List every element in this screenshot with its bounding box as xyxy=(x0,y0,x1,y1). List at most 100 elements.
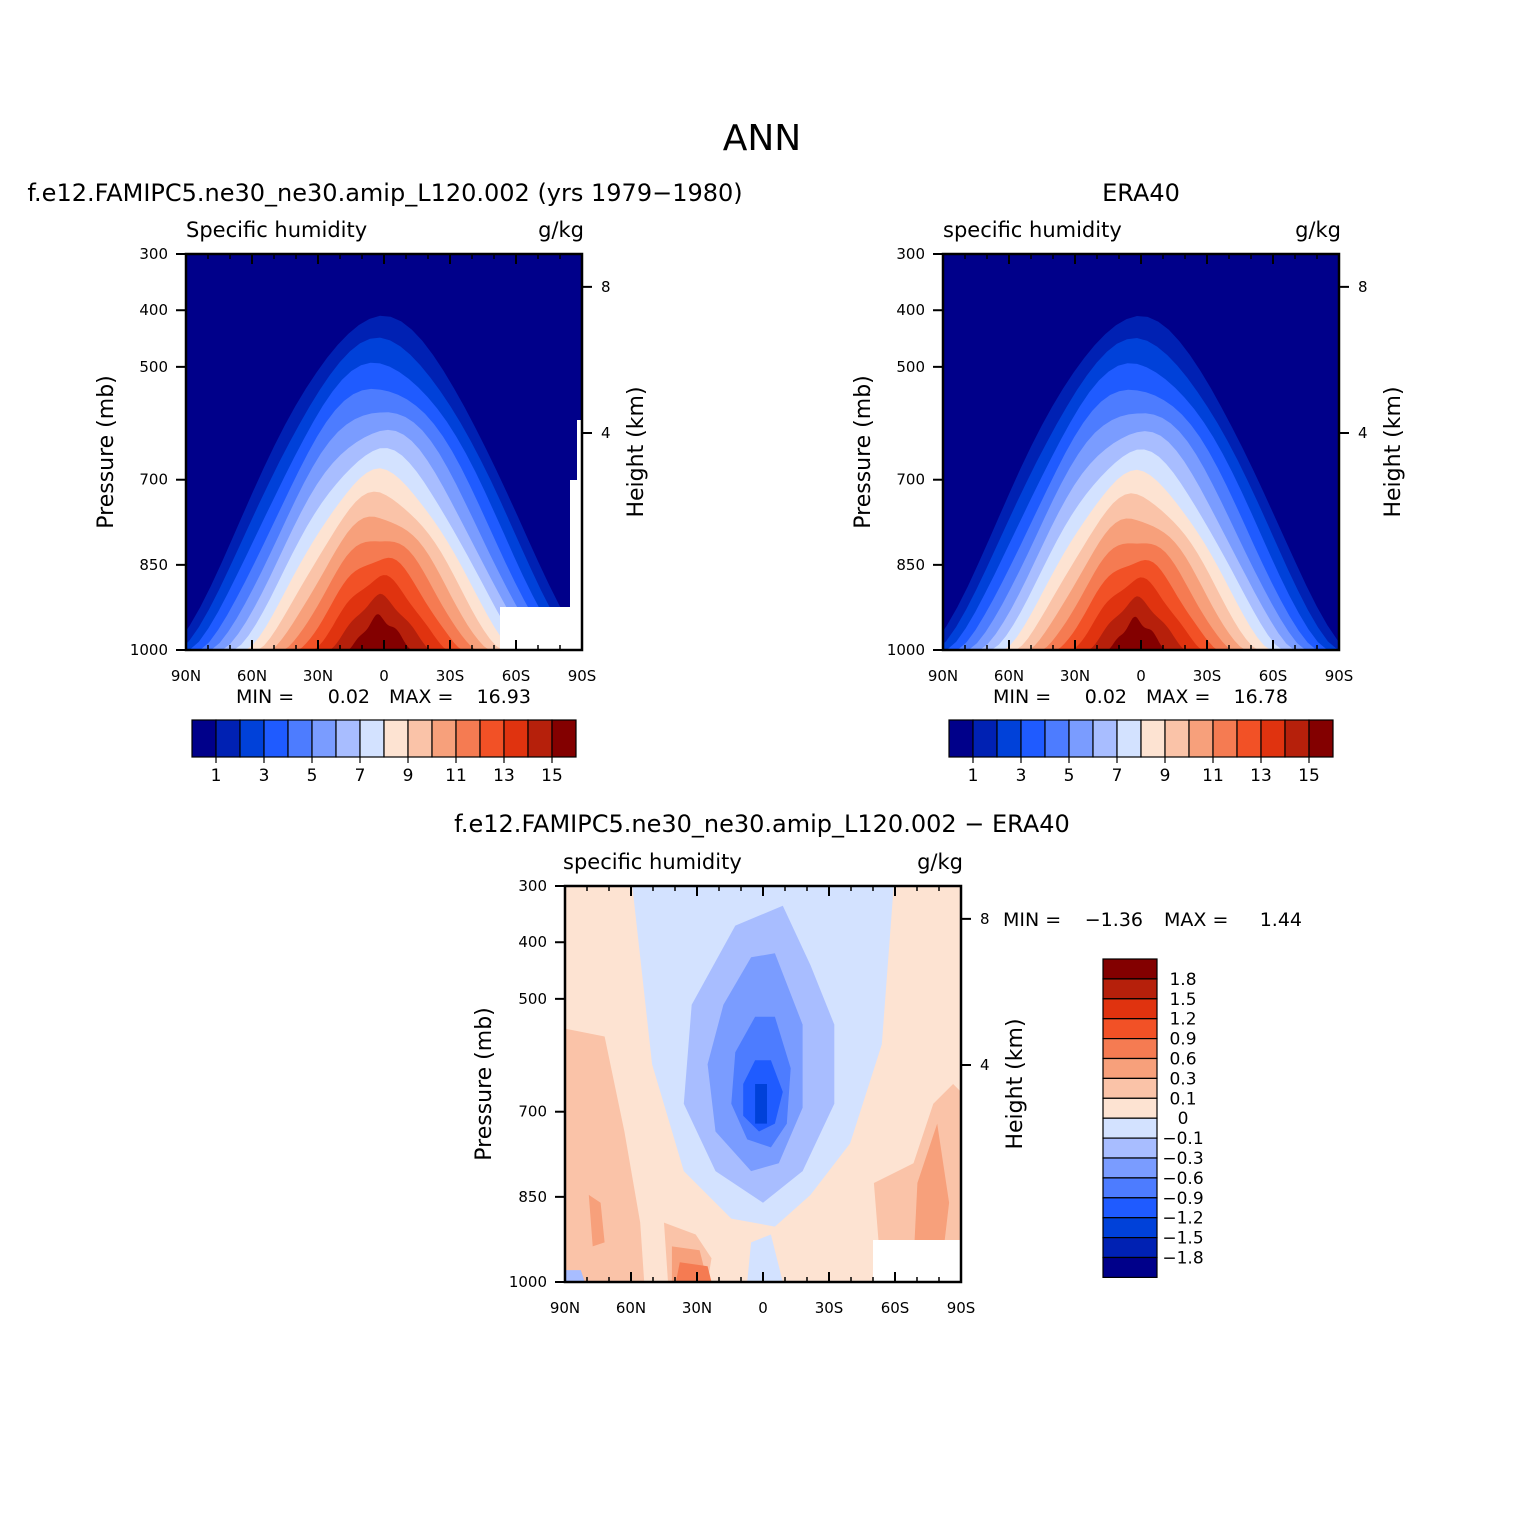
y2-axis-label: Height (km) xyxy=(1381,386,1406,517)
colorbar-box xyxy=(359,719,385,758)
colorbar-label: 3 xyxy=(259,766,270,786)
y-tick-label: 500 xyxy=(518,990,547,1008)
y-tick-label: 1000 xyxy=(887,641,925,659)
y-axis-label: Pressure (mb) xyxy=(94,375,119,529)
colorbar-box xyxy=(1116,719,1142,758)
y-tick-label: 400 xyxy=(139,301,168,319)
colorbar-label: 7 xyxy=(355,766,366,786)
colorbar-box xyxy=(1102,1137,1158,1159)
x-tick-label: 90N xyxy=(171,667,201,685)
panel-model: f.e12.FAMIPC5.ne30_ne30.amip_L120.002 (y… xyxy=(27,179,742,786)
units-label: g/kg xyxy=(1295,218,1341,242)
x-tick-label: 90S xyxy=(947,1299,976,1317)
y-tick-label: 1000 xyxy=(130,641,168,659)
y2-tick-label: 8 xyxy=(1358,278,1368,296)
colorbar-box xyxy=(1260,719,1286,758)
colorbar-box xyxy=(479,719,505,758)
colorbar-box xyxy=(527,719,553,758)
colorbar-label: 15 xyxy=(1298,766,1320,786)
y-tick-label: 850 xyxy=(139,556,168,574)
x-tick-label: 90N xyxy=(928,667,958,685)
min-label: MIN = xyxy=(993,686,1051,708)
y-tick-label: 500 xyxy=(139,358,168,376)
min-value: −1.36 xyxy=(1085,909,1143,931)
contour-field xyxy=(565,886,961,1282)
colorbar-box xyxy=(1092,719,1118,758)
colorbar-label: 0 xyxy=(1178,1109,1189,1129)
colorbar-box xyxy=(1102,1177,1158,1199)
colorbar-box xyxy=(191,719,217,758)
colorbar-box xyxy=(1102,1018,1158,1040)
x-tick-label: 60S xyxy=(881,1299,910,1317)
contour-band xyxy=(347,614,413,650)
colorbar-label: −0.1 xyxy=(1162,1129,1203,1149)
y-axis-label: Pressure (mb) xyxy=(851,375,876,529)
colorbar-box xyxy=(287,719,313,758)
left-label: Specific humidity xyxy=(186,218,367,242)
colorbar-label: −0.3 xyxy=(1162,1149,1203,1169)
colorbar-label: −0.6 xyxy=(1162,1169,1203,1189)
colorbar-label: 0.1 xyxy=(1169,1089,1196,1109)
y-axis-label: Pressure (mb) xyxy=(472,1007,497,1161)
colorbar-label: 7 xyxy=(1112,766,1123,786)
x-tick-label: 60N xyxy=(616,1299,646,1317)
colorbar-box xyxy=(1102,978,1158,1000)
colorbar-box xyxy=(1102,1037,1158,1060)
x-tick-label: 90S xyxy=(1325,667,1354,685)
colorbar-box xyxy=(1102,958,1158,980)
colorbar-label: 1.2 xyxy=(1169,1010,1196,1030)
colorbar-box xyxy=(1236,719,1262,758)
max-value: 16.93 xyxy=(477,686,531,708)
colorbar-label: 1 xyxy=(211,766,222,786)
min-label: MIN = xyxy=(236,686,294,708)
x-tick-label: 30S xyxy=(815,1299,844,1317)
colorbar-box xyxy=(263,719,289,758)
y2-tick-label: 4 xyxy=(1358,424,1368,442)
contour-band xyxy=(588,1194,605,1247)
colorbar-label: 13 xyxy=(1250,766,1272,786)
colorbar-label: 0.9 xyxy=(1169,1030,1196,1050)
max-value: 16.78 xyxy=(1234,686,1288,708)
colorbar-label: 5 xyxy=(1064,766,1075,786)
max-label: MAX = xyxy=(1164,909,1228,931)
y-tick-label: 850 xyxy=(896,556,925,574)
colorbar-box xyxy=(1102,998,1158,1020)
colorbar-label: 1.8 xyxy=(1169,970,1196,990)
y2-tick-label: 4 xyxy=(980,1056,990,1074)
y2-tick-label: 8 xyxy=(601,278,611,296)
colorbar-box xyxy=(996,719,1022,758)
units-label: g/kg xyxy=(538,218,584,242)
colorbar-label: 9 xyxy=(403,766,414,786)
y2-axis-label: Height (km) xyxy=(1003,1018,1028,1149)
y-tick-label: 700 xyxy=(139,471,168,489)
min-label: MIN = xyxy=(1003,909,1061,931)
colorbar-label: 0.3 xyxy=(1169,1069,1196,1089)
x-tick-label: 0 xyxy=(379,667,389,685)
colorbar-label: −1.2 xyxy=(1162,1209,1203,1229)
colorbar: 1 3 5 7 9 11 13 15 xyxy=(948,719,1334,786)
figure-title: ANN xyxy=(723,118,802,159)
units-label: g/kg xyxy=(917,850,963,874)
colorbar-box xyxy=(1102,1197,1158,1219)
colorbar-box xyxy=(1102,1157,1158,1179)
colorbar-label: 15 xyxy=(541,766,563,786)
max-value: 1.44 xyxy=(1260,909,1302,931)
colorbar: 1 3 5 7 9 11 13 15 xyxy=(191,719,577,786)
y-tick-label: 700 xyxy=(896,471,925,489)
left-label: specific humidity xyxy=(563,850,742,874)
contour-band xyxy=(1107,616,1167,650)
colorbar-box xyxy=(1102,1256,1158,1278)
colorbar-box xyxy=(1164,719,1190,758)
colorbar-box xyxy=(1308,719,1334,758)
y-tick-label: 400 xyxy=(896,301,925,319)
colorbar-box xyxy=(1068,719,1094,758)
contour-field xyxy=(186,254,582,650)
y-tick-label: 500 xyxy=(896,358,925,376)
panel-header: ERA40 xyxy=(1102,179,1180,207)
x-tick-label: 0 xyxy=(758,1299,768,1317)
colorbar-label: 5 xyxy=(307,766,318,786)
colorbar-box xyxy=(1044,719,1070,758)
contour-band xyxy=(913,1123,950,1271)
colorbar-box xyxy=(383,719,409,758)
